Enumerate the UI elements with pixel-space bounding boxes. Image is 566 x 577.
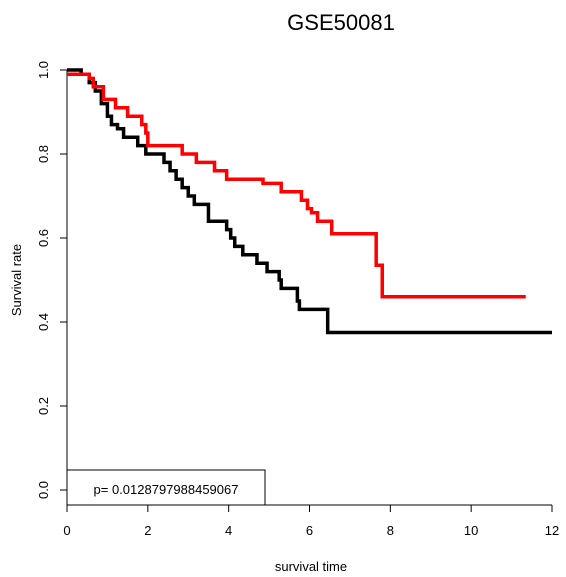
p-value-text: p= 0.0128797988459067: [94, 482, 239, 497]
x-ticks: 0 2 4 6 8 10 12: [63, 505, 559, 538]
y-axis-label: Survival rate: [9, 244, 24, 316]
y-tick-label: 0.0: [36, 481, 51, 499]
x-tick-label: 0: [63, 523, 70, 538]
x-tick-label: 6: [306, 523, 313, 538]
survival-curve-2: [67, 72, 526, 299]
y-tick-label: 1.0: [36, 61, 51, 79]
y-tick-label: 0.2: [36, 397, 51, 415]
survival-curve-1: [67, 68, 552, 335]
p-value-box: p= 0.0128797988459067: [66, 469, 266, 506]
x-tick-label: 4: [225, 523, 232, 538]
x-axis-label: survival time: [275, 559, 347, 574]
series-group: [67, 68, 552, 335]
y-tick-label: 0.6: [36, 229, 51, 247]
y-tick-label: 0.4: [36, 313, 51, 331]
x-tick-label: 12: [545, 523, 559, 538]
plot-area: 0.0 0.2 0.4 0.6 0.8 1.0 0 2 4 6 8 10 12: [36, 61, 559, 538]
y-tick-label: 0.8: [36, 145, 51, 163]
x-tick-label: 8: [387, 523, 394, 538]
x-tick-label: 10: [464, 523, 478, 538]
y-ticks: 0.0 0.2 0.4 0.6 0.8 1.0: [36, 61, 67, 499]
p-value-frame: [66, 469, 266, 506]
chart-title: GSE50081: [287, 10, 395, 35]
x-tick-label: 2: [144, 523, 151, 538]
